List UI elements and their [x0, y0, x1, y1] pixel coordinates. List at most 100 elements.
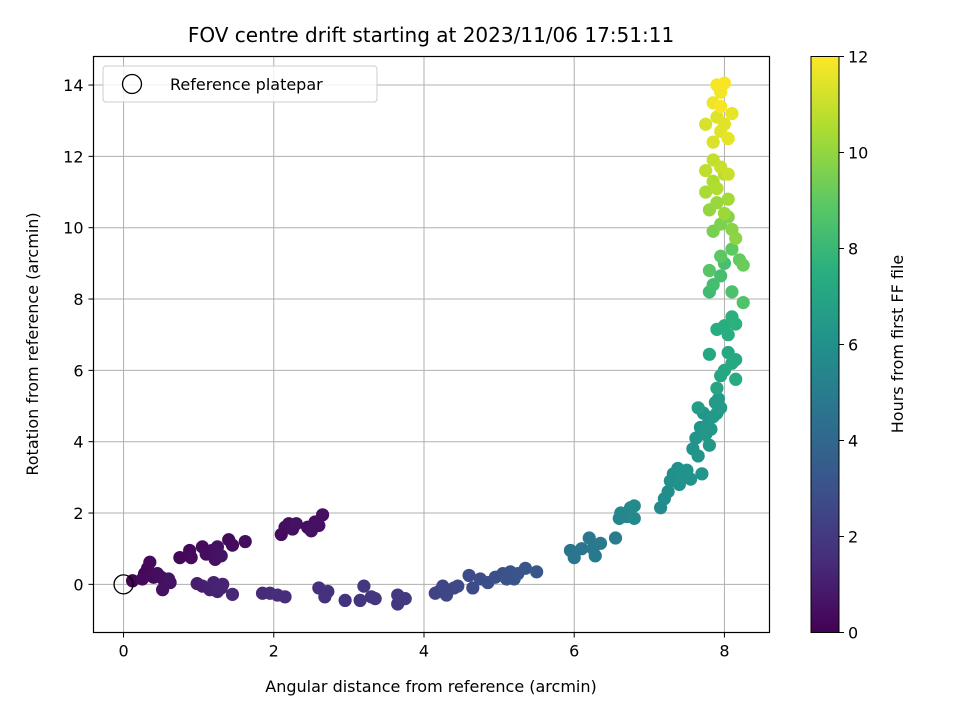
data-point: [304, 524, 318, 538]
data-point: [717, 76, 732, 90]
data-point: [451, 579, 465, 593]
data-point: [736, 258, 750, 272]
data-point: [721, 167, 735, 181]
y-axis-ticks: 0 2 4 6 8 10 12 14: [63, 76, 94, 594]
data-point: [518, 561, 532, 575]
colorbar-label: Hours from first FF file: [888, 255, 907, 434]
data-point: [691, 401, 705, 415]
reference-point-marker: [113, 574, 134, 595]
data-point: [315, 508, 330, 522]
data-point: [699, 117, 713, 131]
data-point: [238, 534, 252, 549]
data-point: [216, 577, 230, 591]
data-point: [714, 401, 728, 415]
grid-lines: [93, 56, 770, 633]
y-tick-label: 10: [63, 219, 83, 238]
x-tick-label: 2: [269, 642, 279, 661]
data-point: [714, 99, 728, 114]
data-point: [729, 317, 743, 331]
data-point: [729, 372, 743, 386]
legend-entry-label: Reference platepar: [170, 75, 323, 94]
data-point: [214, 549, 228, 563]
data-point: [706, 278, 720, 292]
data-point: [462, 568, 476, 583]
chart-title: FOV centre drift starting at 2023/11/06 …: [188, 23, 674, 47]
legend-reference-marker: [121, 73, 143, 95]
data-point: [710, 196, 724, 210]
data-point: [699, 164, 713, 178]
data-point: [588, 549, 602, 563]
data-point: [627, 511, 641, 525]
data-point: [699, 185, 713, 199]
data-point: [717, 206, 732, 221]
data-point: [184, 551, 198, 565]
colorbar-tick-label: 8: [848, 240, 858, 259]
x-tick-label: 6: [569, 642, 579, 661]
x-axis-ticks: 0 2 4 6 8: [118, 632, 730, 661]
data-point: [704, 422, 718, 436]
data-point: [321, 584, 335, 599]
data-point: [398, 592, 412, 606]
data-point: [695, 467, 709, 481]
data-point: [725, 285, 739, 299]
legend: Reference platepar: [102, 65, 378, 103]
y-tick-label: 12: [63, 147, 83, 166]
colorbar-tick-label: 10: [848, 144, 868, 163]
data-point: [289, 517, 303, 531]
colorbar-tick-label: 6: [848, 336, 858, 355]
data-point: [721, 131, 735, 146]
data-point: [353, 593, 367, 608]
data-point: [736, 295, 750, 310]
x-axis-label: Angular distance from reference (arcmin): [265, 677, 596, 696]
data-point: [143, 555, 157, 569]
data-point: [466, 581, 480, 595]
colorbar: [810, 56, 840, 633]
colorbar-tick-label: 12: [848, 48, 868, 67]
y-tick-label: 0: [73, 575, 83, 594]
y-tick-label: 14: [63, 76, 83, 95]
data-point: [567, 551, 581, 565]
x-tick-label: 4: [419, 642, 429, 661]
colorbar-tick-label: 0: [848, 624, 858, 643]
data-point: [608, 531, 623, 545]
data-point: [714, 269, 728, 283]
data-point: [729, 231, 743, 245]
data-point: [338, 593, 352, 608]
data-point: [661, 485, 675, 499]
data-point: [729, 353, 743, 367]
x-tick-label: 8: [719, 642, 729, 661]
data-point: [225, 538, 240, 552]
data-point: [691, 449, 705, 463]
data-point: [710, 381, 724, 395]
data-point: [357, 579, 371, 593]
data-point: [702, 263, 717, 278]
data-point: [702, 347, 717, 361]
data-point: [593, 536, 608, 550]
data-point: [684, 472, 698, 486]
x-tick-label: 0: [118, 642, 128, 661]
data-point: [721, 328, 735, 342]
data-point: [173, 551, 187, 565]
plot-frame: [92, 55, 771, 634]
data-point: [530, 565, 544, 579]
data-point: [135, 572, 149, 586]
y-tick-label: 8: [73, 290, 83, 309]
y-tick-label: 6: [73, 361, 83, 380]
colorbar-tick-label: 2: [848, 528, 858, 547]
y-axis-label: Rotation from reference (arcmin): [23, 212, 42, 475]
data-point: [717, 117, 732, 131]
colorbar-tick-label: 4: [848, 432, 858, 451]
data-point: [278, 590, 292, 604]
data-point: [725, 242, 739, 256]
data-point: [627, 499, 641, 513]
data-point: [702, 438, 717, 452]
data-point: [714, 249, 728, 263]
y-tick-label: 4: [73, 433, 83, 452]
y-tick-label: 2: [73, 504, 83, 523]
data-point: [575, 542, 589, 556]
data-point: [710, 181, 724, 196]
data-point: [368, 592, 382, 606]
data-point: [725, 106, 739, 121]
data-points: [113, 76, 750, 611]
